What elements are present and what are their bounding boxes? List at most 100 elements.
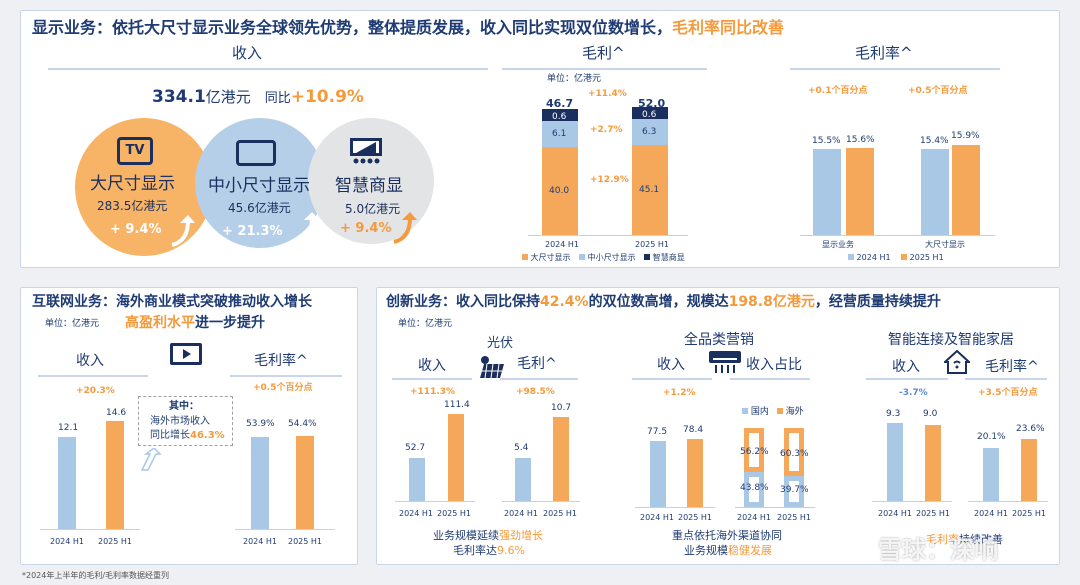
ac-share-bar-2024-domestic (744, 472, 764, 507)
smart-home-icon (944, 350, 970, 374)
display-total: 334.1亿港元 同比+10.9% (152, 89, 364, 106)
ac-rev-2024: 77.5 (647, 427, 668, 437)
pv-rev-underline (392, 378, 472, 380)
sh-rev-growth: -3.7% (899, 388, 928, 398)
internet-title-line1: 互联网业务：海外商业模式突破推动收入增长 (32, 295, 312, 309)
sh-gm-2025: 23.6% (1016, 424, 1045, 434)
internet-gm-x-2024: 2024 H1 (243, 537, 278, 546)
internet-note-line1: 海外市场收入 (150, 416, 210, 427)
segment-large-name: 大尺寸显示 (90, 174, 175, 194)
gp-2024-smart-label: 0.6 (552, 112, 567, 122)
ac-rev-header: 收入 (657, 357, 685, 373)
sh-rev-bar-2024 (887, 423, 903, 501)
ac-rev-2025: 78.4 (683, 425, 704, 435)
sh-rev-axis (872, 501, 952, 502)
tablet-icon (236, 140, 276, 166)
ac-share-legend-domestic: 国内 (750, 407, 769, 417)
gm-change-large: +0.5个百分点 (908, 86, 968, 96)
pv-rev-x-2025: 2025 H1 (437, 509, 472, 518)
gm-axis (800, 235, 995, 236)
internet-gm-change: +0.5个百分点 (253, 383, 313, 393)
footnote: *2024年上半年的毛利/毛利率数据经重列 (22, 571, 170, 580)
internet-gm-underline (230, 375, 342, 377)
gp-bar-2024-smart (542, 109, 578, 121)
gm-val-large-2025: 15.9% (951, 131, 980, 141)
ac-share-bar-2024-overseas (744, 428, 764, 472)
display-title-text: 依托大尺寸显示业务全球领先优势，整体提质发展，收入同比实现双位数增长， (112, 18, 673, 37)
pv-rev-2025: 111.4 (444, 400, 470, 410)
internet-rev-x-2024: 2024 H1 (50, 537, 85, 546)
gp-bar-2025-large (632, 145, 668, 235)
ac-share-bar-2025-overseas (784, 428, 804, 476)
gm-x-display: 显示业务 (822, 240, 854, 249)
ac-share-2024-domestic: 43.8% (740, 483, 769, 493)
pv-gp-x-2025: 2025 H1 (543, 509, 578, 518)
internet-note-line2: 同比增长46.3% (150, 431, 225, 441)
display-title-label: 显示业务： (32, 18, 113, 37)
segment-small-name: 中小尺寸显示 (208, 176, 310, 196)
segment-large-growth: + 9.4% (110, 222, 162, 237)
pv-gp-underline (500, 378, 578, 380)
internet-title-line2: 高盈利水平进一步提升 (125, 316, 265, 330)
internet-note-box (138, 396, 233, 446)
pv-rev-growth: +111.3% (410, 387, 456, 397)
gm-bar-display-2024 (813, 149, 841, 235)
ac-rev-axis (635, 507, 715, 508)
watermark: 雪球：深响 (878, 536, 998, 564)
segment-smart-growth: + 9.4% (340, 221, 392, 236)
pv-rev-axis (395, 501, 475, 502)
internet-note-arrow (140, 448, 162, 471)
sh-gm-header: 毛利率^ (985, 359, 1039, 375)
ac-foot-highlight: 稳健发展 (728, 544, 772, 557)
pv-gp-x-2024: 2024 H1 (504, 509, 539, 518)
pv-gp-axis (502, 501, 580, 502)
ac-share-underline (730, 378, 810, 380)
internet-rev-2024: 12.1 (58, 423, 79, 433)
pv-rev-2024: 52.7 (405, 443, 426, 453)
segment-small-growth: + 21.3% (222, 224, 283, 239)
pv-title: 光伏 (487, 336, 514, 351)
ac-rev-underline (632, 378, 712, 380)
gp-2024-large-label: 40.0 (549, 186, 570, 196)
innovation-title-text1: 收入同比保持 (456, 294, 540, 310)
conference-display-icon (348, 137, 384, 167)
gp-total-2024: 46.7 (546, 97, 574, 110)
gp-growth-total: +11.4% (588, 89, 627, 99)
display-title: 显示业务：依托大尺寸显示业务全球领先优势，整体提质发展，收入同比实现双位数增长，… (32, 20, 784, 36)
pv-foot-highlight2: 9.6% (497, 544, 525, 557)
gp-x-2025: 2025 H1 (635, 240, 670, 249)
gp-total-2025: 52.0 (638, 97, 666, 110)
sh-gm-axis (968, 501, 1048, 502)
sh-gm-x-2025: 2025 H1 (1012, 509, 1047, 518)
segment-large-value: 283.5亿港元 (97, 199, 168, 213)
gm-val-large-2024: 15.4% (920, 136, 949, 146)
ac-share-legend-overseas: 海外 (785, 407, 804, 417)
internet-rev-underline (38, 375, 148, 377)
gp-bar-2025-small (632, 119, 668, 145)
pv-rev-bar-2025 (448, 414, 464, 501)
innovation-title-text3: ，经营质量持续提升 (814, 294, 941, 310)
segment-smart-name: 智慧商显 (335, 176, 403, 196)
innovation-title-text2: 的双位数高增，规模达 (588, 294, 729, 310)
display-title-highlight: 毛利率同比改善 (672, 18, 785, 37)
sh-gm-x-2024: 2024 H1 (974, 509, 1009, 518)
growth-arrow-smart (393, 212, 417, 244)
gp-bar-2024-small (542, 121, 578, 147)
internet-unit: 单位：亿港元 (45, 319, 100, 329)
ac-share-bar-2025-domestic (784, 476, 804, 507)
gm-legend-2025: 2025 H1 (909, 253, 944, 262)
internet-rev-growth: +20.3% (76, 386, 115, 396)
gp-legend: 大尺寸显示 中小尺寸显示 智慧商显 (522, 254, 685, 262)
segment-small-circle (195, 118, 325, 248)
internet-title-end: 进一步提升 (195, 315, 265, 331)
growth-arrow-small (295, 212, 319, 244)
gm-bar-large-2024 (921, 149, 949, 235)
ac-rev-x-2025: 2025 H1 (678, 513, 713, 522)
sh-gm-underline (965, 378, 1047, 380)
internet-gm-x-2025: 2025 H1 (288, 537, 323, 546)
ac-rev-bar-2025 (687, 439, 703, 507)
gp-legend-large: 大尺寸显示 (530, 253, 571, 262)
gm-legend: 2024 H1 2025 H1 (848, 254, 944, 262)
pv-foot-text1: 业务规模延续 (433, 529, 499, 542)
gm-val-display-2025: 15.6% (846, 135, 875, 145)
